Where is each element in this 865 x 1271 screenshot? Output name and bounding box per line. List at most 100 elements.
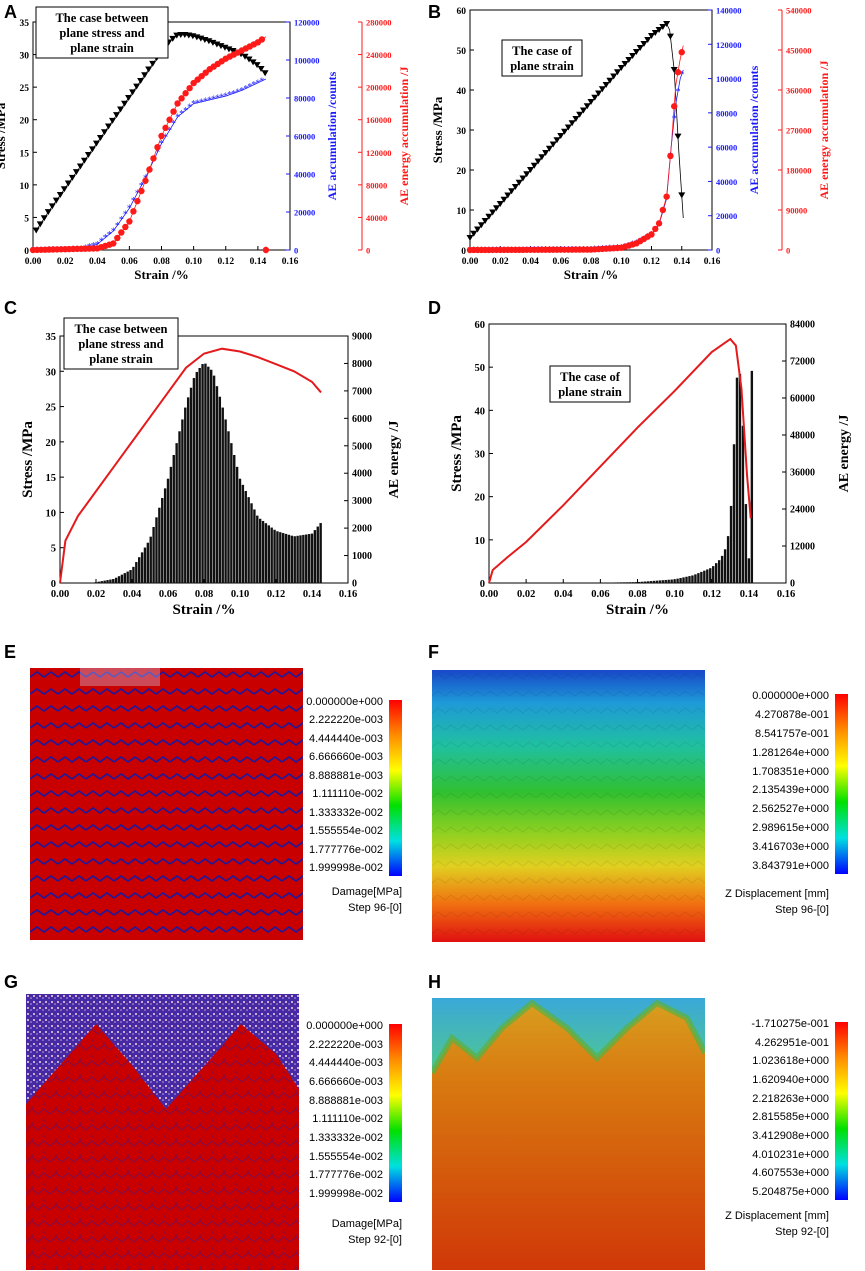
x-tick-label: 0.16 [282,257,299,267]
ae-energy-bar [299,535,302,583]
y2-tick-label: 6000 [352,414,372,425]
ae-energy-bar [138,557,141,583]
sim-caption-h: Z Displacement [mm] Step 92-[0] [725,1208,829,1240]
colorbar-tick-label: 4.444440e-003 [308,1057,383,1070]
ae-energy-bar [140,552,144,583]
stress-marker [145,66,153,73]
ae-energy-bar [126,571,129,583]
chart-b: 0.00 0.02 0.04 0.06 0.08 0.10 0.12 0.14 0.16 Stra… [430,6,831,283]
ae-count-marker: * [151,156,156,167]
y-axis-label: Stress /MPa [0,102,8,169]
ae-count-marker: * [215,94,220,105]
stress-marker [492,205,500,212]
ae-energy-bar [685,576,688,583]
colorbar-tick-label: 0.000000e+000 [306,696,383,708]
ae-energy-bar [146,542,150,583]
colorbar-tick-label: 0.000000e+000 [306,1020,383,1032]
ae-energy-bar [215,386,219,583]
annotation-text: The case of [560,370,621,384]
ae-energy-marker [170,108,177,115]
annotation-text: The case between [55,11,148,25]
y2-tick-label: 84000 [790,320,815,331]
y-tick-label: 35 [20,19,30,29]
y2-tick-label: 100000 [716,74,742,84]
ae-energy-bar [282,533,285,583]
colorbar-tick-label: 4.270878e-001 [754,708,829,721]
y2-tick-label: 0 [716,246,720,256]
stress-marker [92,140,100,147]
stress-marker [169,35,177,42]
panel-label-c: C [4,298,17,318]
ae-energy-bar [741,425,745,583]
annotation-box [549,365,631,403]
ae-energy-bar [637,581,641,583]
stress-marker [561,128,569,135]
ae-energy-marker [126,218,133,225]
y2-tick-label: 0 [352,579,357,590]
y2-tick-label: 4000 [352,469,372,480]
ae-energy-bar [238,478,242,583]
ae-energy-bar [120,574,124,583]
stress-marker [568,120,576,127]
y-tick-label: 30 [457,127,467,137]
x-tick-label: 0.00 [462,257,479,267]
sim-caption-line: Damage[MPa] [331,886,402,898]
stress-marker [670,67,678,73]
ae-energy-bar [218,396,222,583]
ae-count-marker: * [255,78,260,89]
chart-d: 0.00 0.02 0.04 0.06 0.08 0.10 0.12 0.14 0.16 Stra… [449,320,852,619]
stress-marker [666,33,674,40]
ae-energy-bar [129,570,132,583]
ae-energy-bar [738,373,742,583]
ae-energy-bar [287,534,291,583]
stress-marker [76,163,84,170]
ae-count-marker: * [675,87,680,98]
colorbar-tick-label: 1.555554e-002 [308,825,383,838]
ae-count-marker: * [131,196,136,207]
stress-marker [88,146,96,153]
x-tick-label: 0.12 [643,257,660,267]
ae-energy-marker [652,225,659,233]
colorbar-tick-label: 2.218263e+000 [752,1092,829,1105]
colorbar-tick-label: 3.843791e+000 [752,860,829,872]
ae-count-marker: * [99,236,104,247]
ae-count-marker: * [167,126,172,137]
ae-energy-bar [691,575,694,583]
y-tick-label: 15 [46,473,57,484]
stress-marker [253,62,261,69]
ae-energy-bar [227,431,230,583]
colorbar-tick-label: 2.135439e+000 [752,784,829,797]
y3-tick-label: 280000 [366,18,392,28]
series-line [32,78,267,251]
x-tick-label: 0.04 [89,257,106,267]
ae-energy-bar [723,549,727,583]
ae-count-marker: * [231,89,236,100]
x-axis-label: Strain /% [564,267,619,282]
ae-energy-bar [106,580,109,583]
ae-energy-marker [667,152,674,160]
stress-marker [133,83,141,90]
ae-energy-bar [184,407,187,583]
y2-tick-label: 40000 [294,170,315,180]
x-tick-label: 0.16 [339,589,357,600]
ae-energy-bar [673,579,676,583]
y-tick-label: 30 [20,52,30,62]
chart-a: 0.00 0.02 0.04 0.06 0.08 0.10 0.12 0.14 0.16 Stra… [0,6,411,282]
x-tick-label: 0.14 [673,257,690,267]
y-tick-label: 30 [46,367,57,378]
annotation-text: plane strain [510,59,574,73]
y-tick-label: 10 [475,536,486,547]
annotation-text: plane strain [70,41,134,55]
x-tick-label: 0.06 [552,257,569,267]
x-axis-label: Strain /% [134,267,189,282]
x-tick-label: 0.14 [303,589,322,600]
stress-marker [496,201,504,207]
series-line [469,69,684,251]
x-tick-label: 0.12 [703,589,721,600]
y3-axis-label: AE energy accumulation /J [397,67,411,206]
plot-frame [488,323,787,584]
y2-tick-label: 9000 [352,332,372,343]
ae-energy-bar [201,364,204,583]
y-tick-label: 25 [46,403,57,414]
y2-tick-label: 24000 [790,505,815,516]
